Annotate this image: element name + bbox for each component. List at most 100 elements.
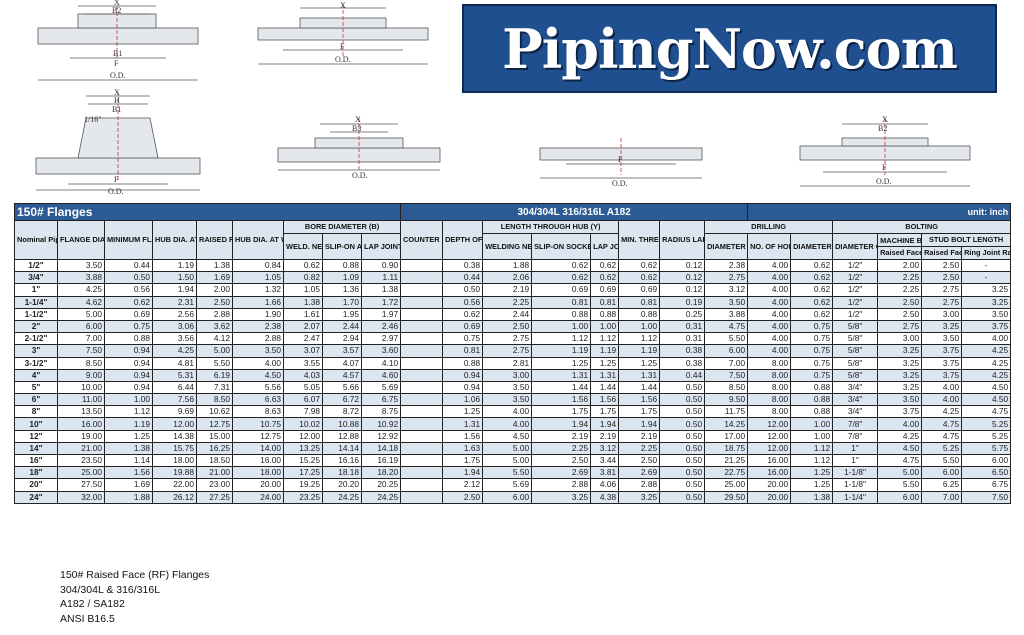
table-cell: 32.00 <box>57 490 105 504</box>
table-cell: 6.00 <box>482 490 533 504</box>
col-header: DIAMETER OF BOLT CIRCLE <box>704 233 749 260</box>
table-cell: 4.00 <box>747 258 792 273</box>
group-drilling: DRILLING <box>704 220 834 234</box>
table-cell <box>400 441 444 456</box>
table-cell: 1.09 <box>322 271 362 285</box>
table-row: 14" 21.00 1.38 15.75 16.25 14.00 13.25 14.14 14.… <box>14 441 1012 456</box>
table-cell: 8.50 <box>57 356 105 370</box>
table-cell: 20.00 <box>747 478 792 492</box>
flange-drawings: X B2 B1 F O.D. X F O.D. X H B1 1/16" F O… <box>35 0 971 196</box>
table-row: 16" 23.50 1.14 18.00 18.50 16.00 15.25 16.16 16.… <box>14 453 1012 468</box>
table-cell: 7/8" <box>832 429 879 443</box>
table-cell: 3.88 <box>704 307 749 321</box>
table-cell: 4.62 <box>57 295 105 309</box>
table-cell: 0.50 <box>442 283 484 297</box>
table-cell: 27.25 <box>196 490 233 504</box>
table-cell: 24.00 <box>232 490 284 504</box>
table-cell: 3.75 <box>921 356 963 370</box>
table-cell: 1.38 <box>196 258 233 273</box>
table-cell: 16.25 <box>196 441 233 456</box>
table-cell: 0.44 <box>659 368 706 382</box>
table-cell: 15.75 <box>152 441 197 456</box>
table-cell: 1" <box>832 453 879 468</box>
table-cell: 4.25 <box>877 429 923 443</box>
table-cell: 3.88 <box>57 271 105 285</box>
table-cell: 0.50 <box>659 466 706 480</box>
table-cell: 3.44 <box>590 453 620 468</box>
table-cell: 10.00 <box>57 380 105 395</box>
table-cell: 3.50 <box>482 393 533 407</box>
table-cell <box>400 258 444 273</box>
table-cell: 11.75 <box>704 405 749 419</box>
table-row: 3-1/2" 8.50 0.94 4.81 5.50 4.00 3.55 4.07 4.10 0.… <box>14 356 1012 370</box>
table-cell: 1-1/8" <box>832 478 879 492</box>
table-cell: 1.44 <box>618 380 661 395</box>
label-f: F <box>114 175 119 184</box>
table-cell: 4.12 <box>196 332 233 346</box>
table-cell: 24.25 <box>360 490 402 504</box>
table-row: 18" 25.00 1.56 19.88 21.00 18.00 17.25 18.18 18.… <box>14 466 1012 480</box>
table-cell: 0.25 <box>659 307 706 321</box>
table-cell: 18.00 <box>232 466 284 480</box>
table-cell: 16.19 <box>360 453 402 468</box>
col-header: Raised Face .06" <box>877 246 923 260</box>
table-cell: 6.00 <box>877 490 923 504</box>
table-cell: 4.75 <box>921 429 963 443</box>
label-od: O.D. <box>612 179 628 188</box>
table-cell: 5.25 <box>961 429 1012 443</box>
table-cell: 14" <box>14 441 58 456</box>
table-cell: 15.25 <box>283 453 323 468</box>
table-cell: 0.75 <box>104 319 153 334</box>
table-cell: 4.00 <box>482 417 533 431</box>
table-cell: 1" <box>14 283 58 297</box>
logo-text: PipingNow.com <box>502 16 958 81</box>
table-cell: 2.19 <box>531 429 592 443</box>
table-cell: 6.00 <box>57 319 105 334</box>
table-cell: 6.75 <box>360 393 402 407</box>
table-cell: 4.25 <box>152 344 197 358</box>
table-cell: - <box>961 271 1012 285</box>
table-cell: 2.75 <box>482 332 533 346</box>
table-cell: 2-1/2" <box>14 332 58 346</box>
label-x: X <box>114 88 120 97</box>
table-cell: 7.50 <box>961 490 1012 504</box>
table-cell: 16" <box>14 453 58 468</box>
table-cell: 12" <box>14 429 58 443</box>
table-cell: 2.75 <box>877 319 923 334</box>
table-cell: 0.50 <box>659 405 706 419</box>
group-length: LENGTH THROUGH HUB (Y) <box>482 220 620 234</box>
label-b3: B3 <box>352 124 361 133</box>
table-cell: 2.94 <box>322 332 362 346</box>
table-cell: 1/2" <box>832 271 879 285</box>
table-title: 150# Flanges <box>13 203 402 221</box>
table-cell: 1-1/4" <box>14 295 58 309</box>
table-cell: 1/2" <box>832 307 879 321</box>
table-cell: 5/8" <box>832 332 879 346</box>
table-cell: 0.94 <box>104 356 153 370</box>
table-cell: 0.62 <box>590 258 620 273</box>
table-cell: 26.12 <box>152 490 197 504</box>
table-cell: 1.61 <box>283 307 323 321</box>
label-x: X <box>114 0 120 7</box>
table-cell: 5.75 <box>961 441 1012 456</box>
table-cell: 1.72 <box>360 295 402 309</box>
table-cell: 18.75 <box>704 441 749 456</box>
table-cell: 1.97 <box>360 307 402 321</box>
table-cell: 0.75 <box>790 368 834 382</box>
table-cell: 0.62 <box>104 295 153 309</box>
table-cell: 4.81 <box>152 356 197 370</box>
table-cell: 0.94 <box>442 368 484 382</box>
table-cell: 2.88 <box>232 332 284 346</box>
table-cell: 3/4" <box>832 405 879 419</box>
col-header: SLIP-ON SOCKET WELD AND THREADED (Y) <box>531 233 592 260</box>
table-cell: 17.25 <box>283 466 323 480</box>
table-cell: 4.00 <box>232 356 284 370</box>
table-cell: 18" <box>14 466 58 480</box>
table-cell: 4.10 <box>360 356 402 370</box>
table-cell: 1.25 <box>790 466 834 480</box>
table-cell <box>400 319 444 334</box>
table-cell: 12.92 <box>360 429 402 443</box>
table-cell: 1.56 <box>531 393 592 407</box>
table-cell: 5.50 <box>877 478 923 492</box>
label-f: F <box>882 163 887 172</box>
